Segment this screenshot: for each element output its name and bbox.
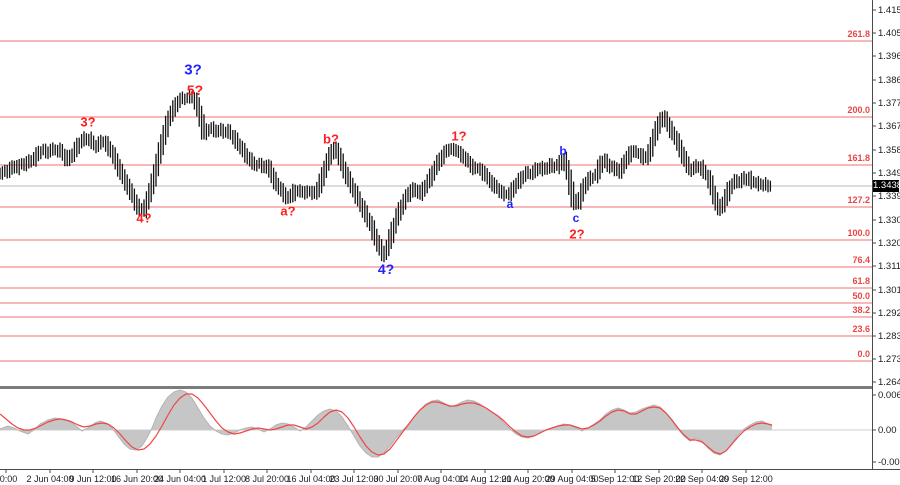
time-axis-label: 14 Aug 12:00: [458, 474, 512, 484]
time-axis-label: 16 Jun 20:00: [110, 474, 164, 484]
wave-label: 5?: [186, 82, 204, 98]
price-axis-label: 1.3770: [878, 97, 900, 109]
time-axis-label: 24 Jun 04:00: [153, 474, 207, 484]
wave-label: a: [506, 197, 514, 211]
indicator-plot-area[interactable]: [0, 389, 872, 469]
price-axis-label: 1.3395: [878, 190, 900, 202]
price-axis-label: 1.4055: [878, 27, 900, 39]
wave-label: 2?: [569, 226, 585, 242]
price-axis-label: 1.3865: [878, 74, 900, 86]
time-axis-label: 20:00: [0, 474, 18, 484]
time-axis-label: 1 Jul 12:00: [201, 474, 247, 484]
price-axis-label: 1.3110: [878, 260, 900, 272]
time-axis-label: 23 Jul 12:00: [329, 474, 379, 484]
price-axis-label: 1.2830: [878, 330, 900, 342]
time-axis-label: 22 Sep 04:00: [675, 474, 729, 484]
price-axis-label: 1.2920: [878, 307, 900, 319]
price-bars-path: [0, 90, 772, 263]
time-axis-label: 8 Jul 20:00: [244, 474, 290, 484]
price-axis-label: 1.2735: [878, 353, 900, 365]
price-axis-label: 1.3205: [878, 237, 900, 249]
time-axis-label: 16 Jul 04:00: [286, 474, 336, 484]
time-axis-label: 29 Aug 04:00: [545, 474, 599, 484]
indicator-axis-label: 0.00: [878, 424, 897, 436]
wave-label: a?: [280, 203, 296, 219]
wave-label: 4?: [136, 210, 152, 226]
time-axis-label: 12 Sep 20:00: [632, 474, 686, 484]
wave-label: b: [559, 144, 567, 158]
fib-level-label: 61.8: [852, 276, 870, 286]
time-axis-label: 21 Aug 20:00: [501, 474, 555, 484]
indicator-signal-path: [0, 393, 773, 456]
indicator-area-outline: [0, 389, 773, 458]
fib-level-label: 76.4: [852, 255, 870, 265]
wave-label: 1?: [451, 128, 467, 144]
panel-splitter[interactable]: [0, 386, 872, 389]
fib-level-label: 261.8: [847, 29, 870, 39]
fib-level-label: 200.0: [847, 105, 870, 115]
time-axis-label: 7 Aug 04:00: [416, 474, 466, 484]
price-axis-label: 1.3300: [878, 214, 900, 226]
indicator-axis-label: -0.00668: [878, 456, 900, 468]
time-axis-label: 9 Jun 12:00: [69, 474, 117, 484]
wave-label: 3?: [80, 114, 96, 130]
price-axis-label: 1.3585: [878, 144, 900, 156]
chart-plot-area[interactable]: [0, 0, 872, 386]
fib-level-label: 23.6: [852, 324, 870, 334]
price-axis-label: 1.3960: [878, 50, 900, 62]
fib-level-label: 100.0: [847, 228, 870, 238]
wave-label: 4?: [377, 261, 395, 277]
wave-label: 3?: [184, 61, 202, 79]
wave-label: b?: [323, 131, 339, 147]
wave-label: c: [572, 211, 580, 225]
time-axis-label: 30 Jul 20:00: [373, 474, 423, 484]
time-axis-label: 29 Sep 12:00: [719, 474, 773, 484]
indicator-area-path: [0, 390, 772, 457]
fib-level-label: 38.2: [852, 305, 870, 315]
fib-level-label: 0.0: [857, 349, 870, 359]
fib-level-label: 50.0: [852, 291, 870, 301]
price-axis-label: 1.3015: [878, 284, 900, 296]
indicator-axis-label: 0.00678: [878, 389, 900, 401]
fib-level-label: 161.8: [847, 153, 870, 163]
price-axis-label: 1.3675: [878, 120, 900, 132]
price-axis-label: 1.3490: [878, 167, 900, 179]
time-axis-label: 2 Jun 04:00: [26, 474, 74, 484]
fib-level-label: 127.2: [847, 195, 870, 205]
price-axis-label: 1.4150: [878, 4, 900, 16]
current-price-tag: 1.3438: [873, 180, 900, 192]
time-axis-label: 5 Sep 12:00: [590, 474, 640, 484]
